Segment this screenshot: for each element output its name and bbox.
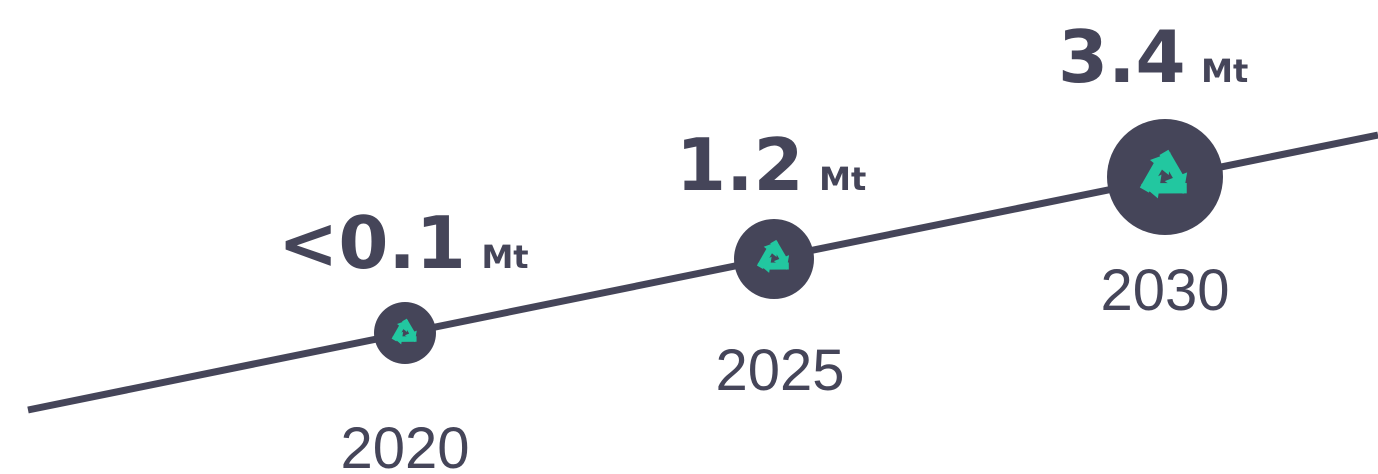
milestone-year: 2020 <box>340 416 469 474</box>
milestone-value-label: <0.1 Mt <box>278 201 529 285</box>
milestone-year: 2030 <box>1100 258 1229 323</box>
milestone-icon <box>374 302 436 364</box>
milestone-unit: Mt <box>1201 52 1248 90</box>
milestone-value: <0.1 <box>278 201 466 285</box>
milestone-icon <box>734 219 814 299</box>
milestone-unit: Mt <box>481 238 528 276</box>
milestone-icon <box>1107 119 1223 235</box>
milestone-year: 2025 <box>715 338 844 403</box>
milestone-unit: Mt <box>819 160 866 198</box>
milestone-value-label: 3.4 Mt <box>1058 15 1248 99</box>
milestone-value-label: 1.2 Mt <box>676 123 866 207</box>
milestone-value: 3.4 <box>1058 15 1186 99</box>
milestone-value: 1.2 <box>676 123 804 207</box>
